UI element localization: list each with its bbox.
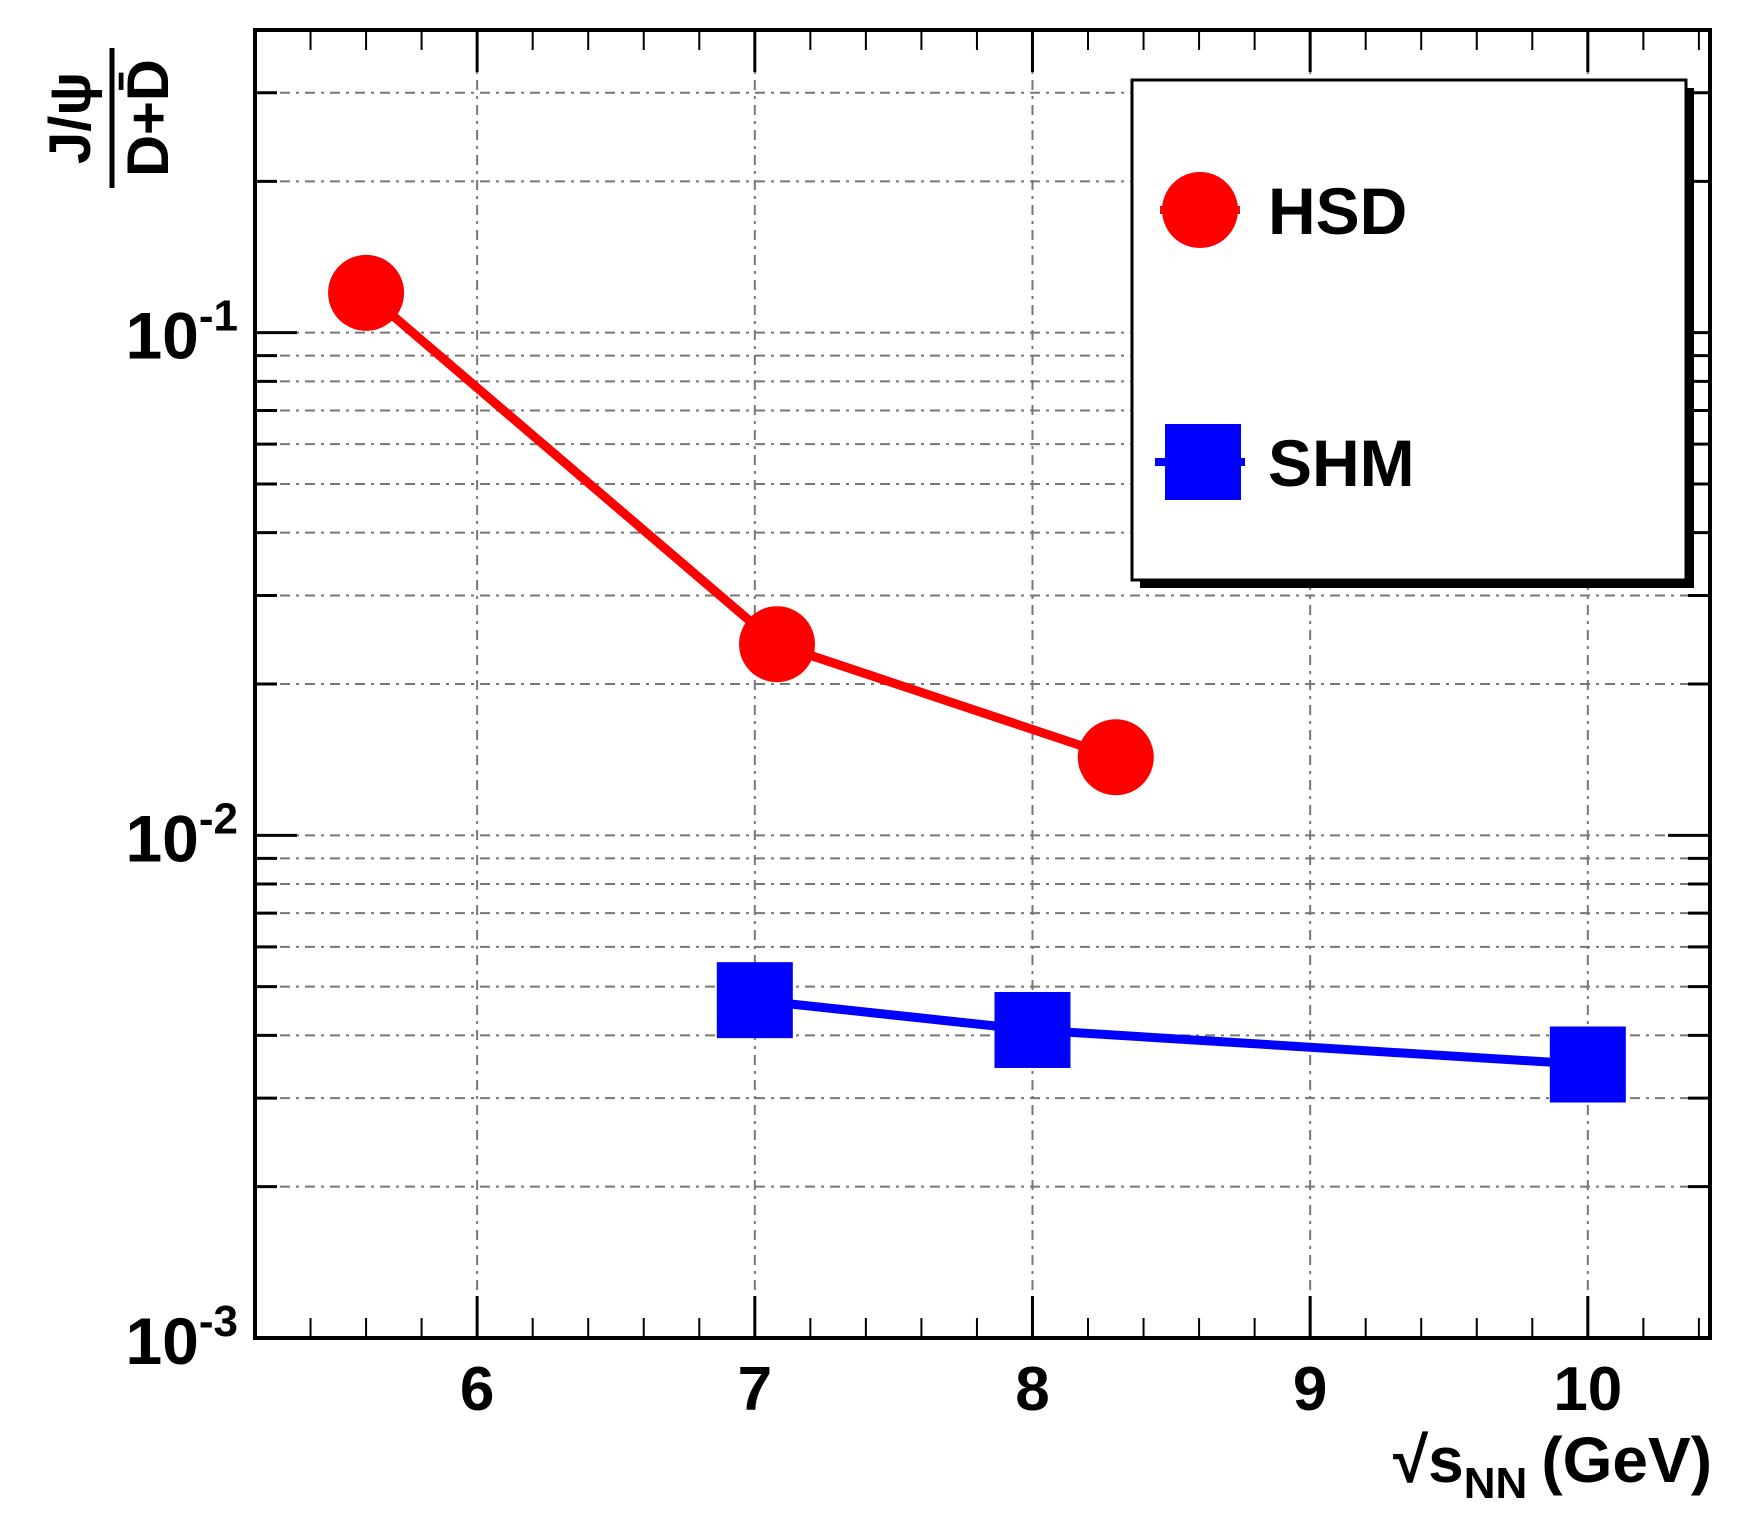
legend-shm-label: SHM bbox=[1268, 426, 1415, 500]
legend: HSD SHM bbox=[1130, 78, 1694, 588]
x-axis-label: √sNN (GeV) bbox=[1393, 1424, 1712, 1508]
y-tick-label: 10-2 bbox=[125, 794, 238, 875]
plot-frame bbox=[253, 28, 1712, 1340]
series-layer bbox=[328, 254, 1626, 1103]
y-tick-label-exponent: -1 bbox=[199, 292, 238, 341]
legend-hsd-label: HSD bbox=[1268, 174, 1407, 248]
legend-entry-shm: SHM bbox=[1155, 424, 1415, 500]
x-axis-label-unit: (GeV) bbox=[1541, 1424, 1712, 1496]
legend-box bbox=[1130, 78, 1688, 582]
x-tick-label: 6 bbox=[460, 1355, 494, 1424]
y-tick-label: 10-1 bbox=[125, 292, 238, 373]
x-tick-label: 8 bbox=[1015, 1355, 1049, 1424]
x-axis-label-root: √s bbox=[1393, 1424, 1464, 1496]
legend-shm-marker bbox=[1165, 424, 1241, 500]
x-tick-label: 9 bbox=[1293, 1355, 1327, 1424]
y-tick-labels: 10-110-210-3 bbox=[125, 292, 238, 1378]
axis-ticks bbox=[254, 28, 1710, 1340]
y-tick-label-base: 10 bbox=[125, 801, 198, 875]
data-point-hsd bbox=[739, 606, 816, 683]
x-tick-labels: 6 7 8 9 10 bbox=[460, 1355, 1622, 1424]
data-point-hsd bbox=[1077, 719, 1154, 796]
legend-entry-hsd: HSD bbox=[1160, 172, 1407, 248]
x-tick-label: 10 bbox=[1553, 1355, 1622, 1424]
y-axis-label-numerator: J/ψ bbox=[38, 72, 103, 164]
y-tick-label: 10-3 bbox=[125, 1297, 238, 1378]
y-axis-label-denominator: D+D̄ bbox=[116, 59, 181, 177]
x-axis-label-sub: NN bbox=[1464, 1459, 1528, 1508]
y-tick-label-base: 10 bbox=[125, 1304, 198, 1378]
y-tick-label-exponent: -3 bbox=[199, 1297, 238, 1346]
y-axis-label: J/ψ D+D̄ bbox=[38, 48, 181, 188]
x-tick-label: 7 bbox=[738, 1355, 772, 1424]
data-point-hsd bbox=[328, 254, 405, 331]
legend-hsd-marker bbox=[1162, 172, 1238, 248]
data-point-shm bbox=[1549, 1026, 1626, 1103]
y-tick-label-exponent: -2 bbox=[199, 794, 238, 843]
data-point-shm bbox=[716, 962, 793, 1039]
y-tick-label-base: 10 bbox=[125, 299, 198, 373]
data-point-shm bbox=[994, 991, 1071, 1068]
